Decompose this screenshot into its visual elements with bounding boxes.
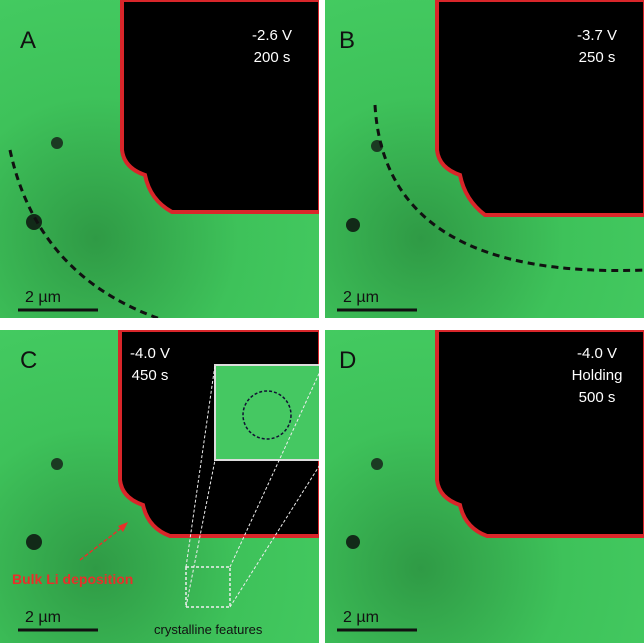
time: 250 s bbox=[579, 49, 616, 66]
scale-label: 2 µm bbox=[343, 289, 379, 306]
annotation: Bulk Li deposition bbox=[12, 571, 133, 587]
time: 500 s bbox=[579, 389, 616, 406]
mode: Holding bbox=[572, 367, 623, 384]
scale-label: 2 µm bbox=[25, 609, 61, 626]
figure: A -2.6 V 200 s 2 µm B -3.7 V 250 s 2 µm … bbox=[0, 0, 644, 643]
voltage: -2.6 V bbox=[252, 27, 292, 44]
voltage: -3.7 V bbox=[577, 27, 617, 44]
panel-label: A bbox=[20, 27, 36, 54]
panel-c: Bulk Li deposition crystalline features … bbox=[0, 330, 323, 643]
panel-d: D -4.0 V Holding 500 s 2 µm bbox=[325, 330, 644, 643]
time: 200 s bbox=[254, 49, 291, 66]
panel-label: B bbox=[339, 27, 355, 54]
voltage: -4.0 V bbox=[130, 345, 170, 362]
annotation: crystalline features bbox=[154, 622, 263, 637]
panel-b: B -3.7 V 250 s 2 µm bbox=[325, 0, 644, 318]
panel-a: A -2.6 V 200 s 2 µm bbox=[0, 0, 320, 328]
voltage: -4.0 V bbox=[577, 345, 617, 362]
scale-label: 2 µm bbox=[343, 609, 379, 626]
panel-label: C bbox=[20, 347, 37, 374]
scale-label: 2 µm bbox=[25, 289, 61, 306]
panel-label: D bbox=[339, 347, 356, 374]
time: 450 s bbox=[132, 367, 169, 384]
